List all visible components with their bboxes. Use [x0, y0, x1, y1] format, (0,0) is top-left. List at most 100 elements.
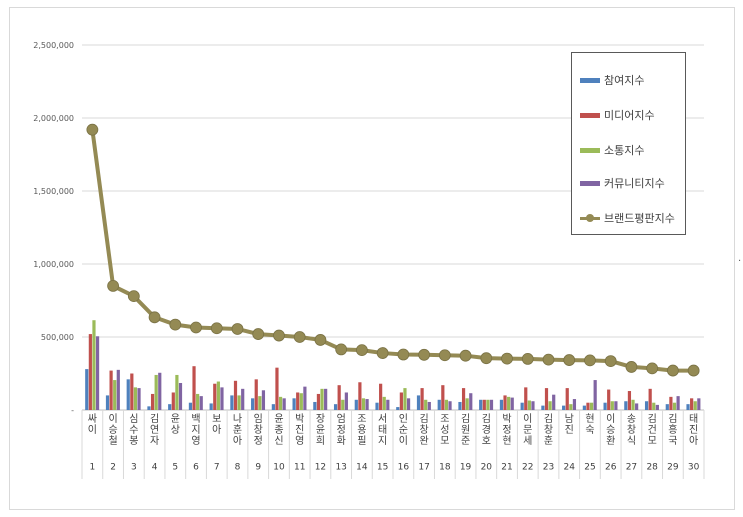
category-label-char: 김 [648, 413, 657, 425]
data-point [459, 349, 472, 362]
bar [251, 398, 255, 410]
category-label-char: 영 [191, 435, 200, 447]
category-label-char: 흥 [668, 423, 677, 436]
bar [631, 399, 635, 410]
legend-swatch [580, 180, 600, 186]
stray-dot: · [738, 256, 742, 267]
category-label-char: 진 [689, 424, 698, 436]
rank-label: 7 [214, 463, 220, 473]
bar [192, 366, 196, 410]
category-label-char: 완 [419, 435, 428, 447]
category-label-char: 문 [523, 424, 532, 436]
category-label-char: 훈 [544, 434, 553, 447]
bar [507, 396, 511, 410]
data-point [107, 279, 119, 292]
bar [635, 403, 639, 410]
bar [365, 399, 369, 410]
bar [230, 395, 234, 410]
category-label-char: 김 [668, 413, 677, 425]
bar [358, 382, 362, 410]
rank-label: 9 [255, 463, 261, 473]
bar [116, 369, 120, 410]
bar [88, 334, 92, 410]
data-point [148, 311, 161, 324]
bar [652, 402, 656, 410]
bar [672, 402, 677, 410]
category-label-char: 창 [254, 424, 263, 436]
category-label-char: 엄 [337, 413, 346, 425]
data-point [335, 343, 348, 356]
bar [85, 369, 89, 410]
bar [676, 396, 680, 410]
legend-swatch [580, 77, 600, 83]
data-point [127, 290, 140, 303]
rank-label: 22 [522, 463, 533, 473]
bar [258, 396, 262, 410]
bar [333, 404, 338, 410]
bar [216, 381, 220, 410]
category-label-char: 창 [419, 424, 428, 436]
bar [313, 401, 317, 410]
category-label-char: 이 [523, 413, 532, 425]
bar [178, 382, 183, 410]
data-point [646, 362, 659, 375]
bar [233, 380, 238, 410]
data-point [438, 349, 451, 362]
rank-label: 25 [584, 463, 595, 473]
bar [403, 388, 407, 410]
category-label-char: 철 [108, 435, 117, 447]
bar [548, 401, 552, 410]
bar [406, 398, 411, 410]
y-tick-label: 500,000 [41, 333, 74, 342]
bar [105, 395, 110, 410]
bar [137, 388, 141, 410]
bar [271, 404, 275, 410]
rank-label: 24 [564, 463, 576, 473]
data-point [397, 348, 410, 361]
bar [282, 398, 286, 410]
category-label-char: 인 [399, 413, 408, 425]
rank-label: 18 [439, 463, 451, 473]
bar [386, 399, 390, 410]
data-point [604, 355, 617, 367]
category-label-char: 종 [274, 424, 283, 436]
bar [337, 385, 341, 410]
bar [324, 388, 328, 410]
category-label-char: 이 [88, 424, 97, 436]
data-point [542, 353, 555, 366]
rank-label: 3 [131, 463, 137, 473]
bar [126, 379, 130, 410]
category-label-char: 보 [212, 413, 221, 425]
category-label-char: 진 [295, 424, 304, 436]
rank-label: 10 [273, 463, 285, 473]
category-label-char: 필 [357, 435, 366, 447]
bar [399, 392, 403, 410]
bar [130, 373, 134, 410]
category-label-char: 용 [357, 424, 366, 436]
y-tick-label: 2,000,000 [33, 114, 74, 123]
bar [254, 379, 258, 410]
bar [686, 404, 690, 410]
bar [669, 396, 673, 410]
data-point [190, 321, 202, 334]
bar [444, 399, 449, 410]
data-point [584, 354, 596, 367]
category-label-char: 송 [627, 413, 636, 425]
bar [479, 399, 483, 410]
data-point [314, 334, 327, 346]
bar [213, 383, 217, 410]
rank-label: 11 [294, 463, 305, 473]
category-label-char: 모 [440, 436, 449, 447]
bar [572, 399, 577, 410]
data-point [252, 328, 265, 340]
bar [441, 385, 445, 410]
data-point [169, 318, 182, 331]
bar [697, 398, 701, 410]
bar [158, 372, 162, 410]
category-label-char: 이 [399, 435, 408, 447]
rank-label: 21 [501, 463, 512, 473]
legend-swatch [580, 147, 600, 153]
rank-label: 17 [418, 463, 429, 473]
category-label-char: 승 [606, 424, 615, 436]
bar [552, 394, 556, 410]
